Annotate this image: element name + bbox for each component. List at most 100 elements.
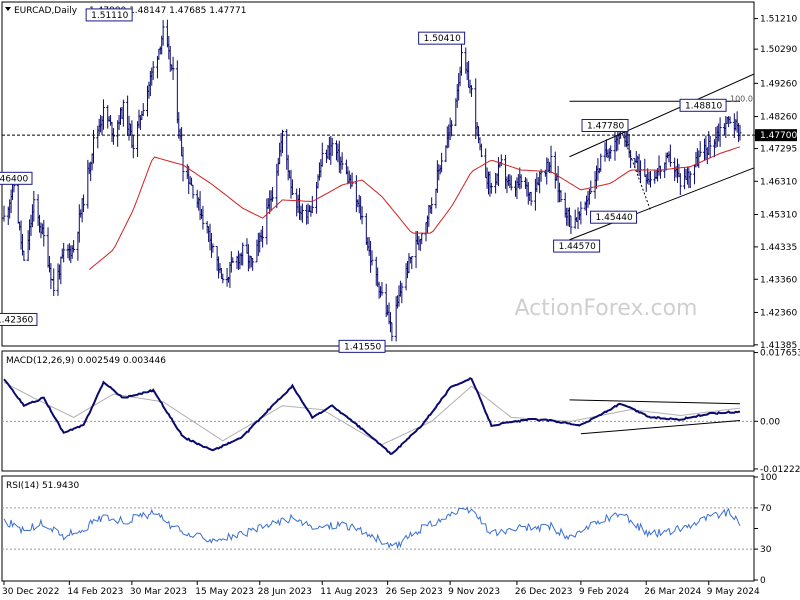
date-tick-label: 9 Nov 2023 [448,587,500,597]
level-annotation-box [338,339,386,353]
level-annotation: 1.41550 [338,339,386,353]
date-tick-label: 11 Aug 2023 [320,587,378,597]
price-bar [300,203,304,223]
macd-axis: 0.017653 0.00 -0.012224 [754,349,800,475]
macd-panel-frame [1,350,755,472]
date-tick-label: 14 Feb 2023 [67,587,123,597]
price-tick-label: 1.45310 [760,211,797,221]
price-bar [52,268,56,297]
price-bar [251,258,255,271]
rsi-layer [2,506,754,550]
price-bar [599,153,603,172]
price-bar [191,184,195,199]
date-tick-label: 28 Jun 2023 [258,587,312,597]
rsi-tick-label: 30 [760,545,772,555]
level-annotation-label: 1.47780 [587,121,624,131]
price-layer [2,19,754,342]
level-annotation: 1.46400 [0,171,33,185]
rsi-tick-label: 0 [760,576,766,586]
price-tick-label: 1.48260 [760,113,797,123]
price-bar [380,282,384,296]
price-bar [549,145,553,174]
price-bar [728,116,732,124]
moving-average-line [88,146,741,270]
price-bar [529,191,533,206]
price-bar [121,99,125,127]
price-tick-label: 1.51210 [760,15,797,25]
date-tick-label: 9 May 2024 [707,587,760,597]
price-bar [2,205,6,222]
macd-trend-lower [580,420,741,435]
level-annotation: 1.51110 [85,8,133,22]
date-tick-label: 26 Sep 2023 [386,587,443,597]
level-annotation-label: 1.48810 [685,101,722,111]
level-annotation-box [0,312,38,326]
level-annotation-label: 1.42360 [0,315,33,325]
last-price-tag [755,129,797,142]
price-bar [82,194,86,213]
price-bar [42,219,46,247]
price-bar [310,195,314,214]
price-bar [509,175,513,191]
level-annotation-box [581,118,629,132]
date-axis: 30 Dec 2022 14 Feb 2023 30 Mar 2023 15 May … [2,581,760,597]
price-bar [231,257,235,263]
price-bar [340,152,344,170]
fib-level-label: 100.0 [730,94,753,103]
rsi-axis: 100 70 30 0 [754,473,777,586]
rsi-line [3,506,741,550]
price-bar [698,141,702,157]
price-bar [111,128,115,145]
panel-frames [1,1,755,582]
price-bar [370,250,374,266]
price-bar [181,146,185,182]
price-bar [330,137,334,156]
level-annotation-box [418,31,466,45]
price-tick-label: 1.41385 [760,341,797,351]
price-bar [72,240,76,253]
price-bar [171,56,175,81]
ohlc-readout: 1.47880 1.48147 1.47685 1.47771 [89,6,246,16]
level-annotation: 1.48810 [679,98,727,112]
collapse-triangle-icon[interactable] [5,7,11,11]
date-tick-label: 9 Feb 2024 [579,587,630,597]
macd-line [3,377,741,455]
price-bar [688,171,692,189]
level-annotation-box [553,239,601,253]
date-tick-label: 26 Dec 2023 [515,587,573,597]
price-bar [241,242,245,266]
macd-tick-label: -0.012224 [760,465,800,475]
price-bar [648,171,652,188]
price-tick-label: 1.42360 [760,308,797,318]
rsi-tick-label: 100 [760,473,777,483]
price-bar [271,187,275,202]
price-bar [32,190,36,222]
price-bar [519,174,523,189]
price-bar [460,42,464,76]
watermark: ActionForex.com [515,296,698,321]
price-bar [280,129,284,154]
level-annotation: 1.45440 [590,210,638,224]
price-bar [708,135,712,158]
price-bar [569,215,573,234]
price-bar [400,282,404,304]
rsi-title: RSI(14) 51.9430 [6,481,79,491]
price-bar [201,205,205,230]
price-bar [668,144,672,167]
price-annotations: 100.0 1.51110 1.50410 1.48810 1.47780 1.46400… [0,8,753,353]
level-annotation-label: 1.50410 [424,34,461,44]
price-bar [131,135,135,159]
level-annotation-label: 1.41550 [344,342,381,352]
rsi-panel-frame [1,475,755,582]
level-annotation-label: 1.45440 [596,213,633,223]
price-bar [489,182,493,194]
level-annotation: 1.47780 [581,118,629,132]
price-bar [221,273,225,284]
price-bar [430,197,434,215]
price-bar [161,20,165,46]
channel-upper-line [569,73,754,158]
price-panel-frame [1,1,755,347]
price-bar [390,322,394,342]
price-bar [141,103,145,117]
